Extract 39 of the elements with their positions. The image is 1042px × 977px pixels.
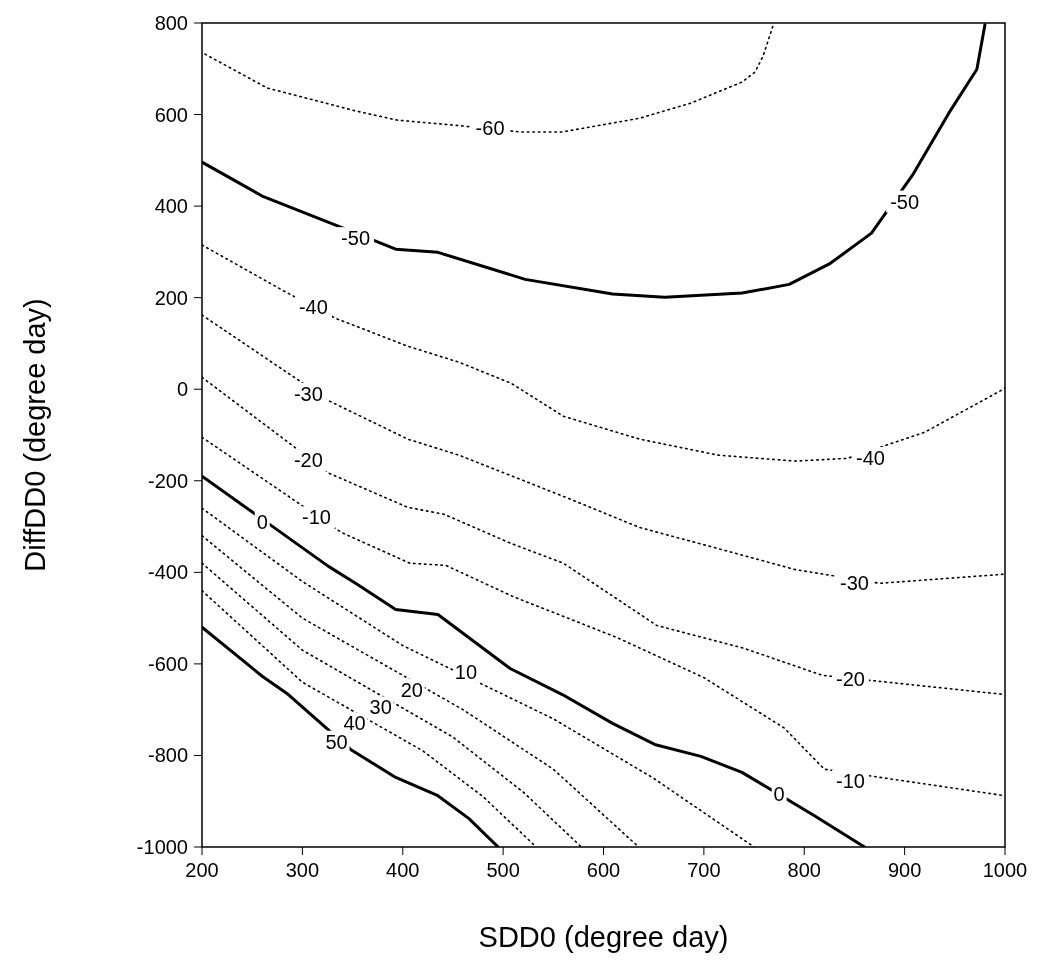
annotation: 50 bbox=[325, 730, 348, 753]
annotation: -40 bbox=[856, 446, 885, 469]
x-tick-label: 600 bbox=[586, 859, 621, 881]
annotation: -50 bbox=[890, 190, 920, 213]
annotation: 0 bbox=[773, 783, 785, 806]
x-tick-label: 500 bbox=[486, 859, 520, 881]
y-tick-label: -200 bbox=[147, 469, 188, 492]
y-tick-label: 800 bbox=[154, 12, 188, 34]
x-tick-label: 800 bbox=[787, 859, 821, 881]
x-tick-label: 700 bbox=[687, 859, 721, 881]
y-tick-label: 200 bbox=[154, 286, 188, 309]
y-tick-label: -400 bbox=[147, 561, 188, 584]
annotation: -40 bbox=[298, 295, 328, 318]
x-tick-label: 900 bbox=[887, 859, 922, 881]
x-tick-label: 400 bbox=[386, 859, 420, 881]
x-axis-title: SDD0 (degree day) bbox=[478, 921, 729, 953]
annotation: 40 bbox=[343, 712, 366, 735]
y-tick-label: 400 bbox=[154, 195, 188, 218]
annotation: -20 bbox=[835, 667, 865, 690]
x-tick-label: 300 bbox=[285, 859, 320, 881]
x-tick-label: 200 bbox=[185, 859, 219, 881]
annotation: -30 bbox=[839, 572, 869, 595]
annotation: -50 bbox=[341, 227, 371, 250]
annotation: 10 bbox=[454, 660, 478, 683]
annotation: 30 bbox=[369, 696, 392, 719]
y-tick-label: 0 bbox=[176, 378, 188, 401]
annotation: 0 bbox=[256, 511, 268, 534]
x-tick-label: 1000 bbox=[982, 859, 1028, 881]
y-axis-title: DiffDD0 (degree day) bbox=[19, 298, 51, 572]
annotation: 20 bbox=[400, 678, 423, 701]
annotation: -30 bbox=[293, 382, 323, 405]
annotation: -60 bbox=[475, 117, 505, 140]
y-tick-label: -600 bbox=[147, 652, 188, 675]
annotation: -20 bbox=[293, 449, 323, 472]
annotation: -10 bbox=[301, 506, 331, 529]
annotation: -10 bbox=[835, 769, 865, 792]
y-tick-label: -1000 bbox=[136, 836, 188, 858]
y-tick-label: -800 bbox=[147, 744, 188, 767]
y-tick-label: 600 bbox=[154, 103, 188, 126]
